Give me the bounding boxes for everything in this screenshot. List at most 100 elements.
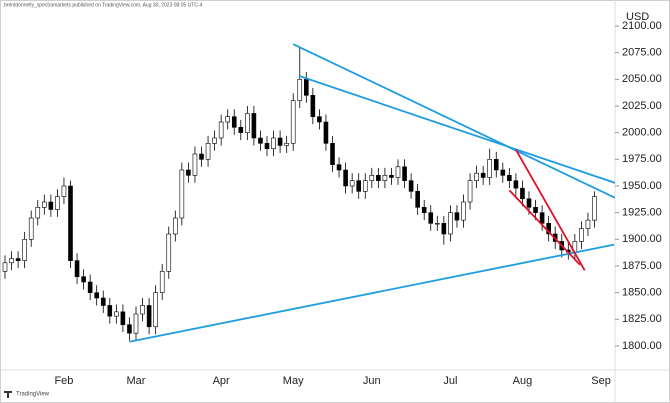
candle-body	[382, 175, 388, 181]
candle-body	[284, 143, 289, 146]
candle-body	[107, 305, 113, 317]
x-tick-label: Sep	[591, 375, 611, 387]
plot-area	[2, 43, 615, 343]
x-tick-label: Aug	[513, 375, 533, 387]
candle-body	[303, 79, 309, 96]
candle-body	[238, 127, 244, 133]
candle-body	[277, 137, 283, 146]
candle-body	[271, 137, 276, 149]
candle-body	[251, 113, 257, 139]
candle-body	[513, 180, 519, 189]
candle-body	[114, 311, 119, 317]
candle-body	[356, 180, 362, 192]
x-tick-label: Feb	[54, 375, 73, 387]
candle-body	[186, 169, 191, 176]
trendline	[129, 243, 615, 343]
attribution: brentdonnelly_spectramarkets published o…	[4, 2, 203, 8]
candle-body	[179, 169, 185, 219]
y-tick-label: 1825.00	[622, 313, 662, 325]
candle-body	[28, 217, 34, 240]
candle-body	[323, 121, 329, 144]
candle-body	[487, 159, 493, 178]
x-tick-label: May	[283, 375, 304, 387]
x-tick-label: Mar	[127, 375, 146, 387]
candle-body	[81, 276, 86, 283]
candle-body	[579, 228, 584, 242]
candle-body	[297, 79, 303, 101]
candle-body	[258, 137, 263, 144]
candle-body	[441, 223, 447, 235]
candle-body	[153, 292, 158, 328]
candle-body	[74, 260, 80, 277]
candle-body	[434, 223, 440, 225]
candle-body	[35, 207, 41, 219]
trendline	[508, 189, 581, 266]
candle-body	[421, 207, 427, 213]
candle-body	[448, 212, 453, 235]
candle-body	[480, 172, 486, 178]
candle-body	[369, 175, 375, 181]
candle-body	[61, 185, 67, 197]
candle-body	[461, 201, 466, 221]
candle-body	[389, 175, 394, 178]
candle-body	[205, 143, 211, 160]
candle-body	[22, 239, 27, 261]
candle-body	[192, 153, 198, 176]
trendline	[515, 149, 586, 271]
candle-body	[199, 153, 204, 160]
candle-body	[395, 166, 401, 178]
candle-body	[41, 201, 47, 208]
candle-body	[218, 121, 224, 139]
candle-body	[140, 305, 145, 315]
candle-body	[173, 217, 178, 235]
y-tick-label: 2025.00	[622, 100, 662, 112]
candle-body	[264, 143, 270, 149]
candle-body	[402, 166, 407, 181]
candle-body	[520, 187, 525, 200]
candle-body	[500, 169, 506, 176]
candle-body	[231, 116, 237, 128]
candle-body	[415, 191, 420, 208]
logo-icon	[4, 391, 12, 398]
x-tick-label: Apr	[213, 375, 230, 387]
candle-body	[493, 159, 499, 171]
y-tick-label: 2000.00	[622, 127, 662, 139]
y-tick-label: 1975.00	[622, 153, 662, 165]
candle-body	[349, 180, 355, 187]
watermark: TradingView	[16, 392, 50, 398]
candle-body	[159, 271, 165, 293]
candle-body	[336, 164, 342, 171]
candle-body	[585, 219, 591, 229]
candle-body	[225, 116, 230, 123]
x-tick-label: Jul	[443, 375, 457, 387]
candle-body	[9, 258, 14, 264]
candle-body	[454, 212, 460, 221]
y-tick-label: 1950.00	[622, 180, 662, 192]
candle-body	[526, 198, 532, 208]
candle-body	[245, 113, 250, 133]
candle-body	[467, 180, 473, 203]
x-tick-label: Jun	[363, 375, 381, 387]
candle-body	[48, 201, 54, 210]
candle-body	[376, 175, 381, 181]
candle-body	[474, 172, 479, 181]
candle-body	[428, 212, 434, 224]
y-tick-label: 1875.00	[622, 260, 662, 272]
candle-body	[68, 185, 73, 261]
candle-body	[290, 100, 296, 144]
candle-body	[408, 180, 414, 192]
candle-body	[94, 292, 99, 299]
y-tick-label: 1925.00	[622, 207, 662, 219]
candle-body	[212, 137, 217, 144]
candle-body	[539, 212, 545, 224]
candle-body	[317, 116, 322, 123]
candle-body	[127, 324, 132, 334]
candle-body	[87, 281, 93, 293]
candle-body	[343, 169, 348, 187]
y-tick-label: 2100.00	[622, 20, 662, 32]
candle-body	[55, 196, 60, 210]
y-tick-label: 1900.00	[622, 233, 662, 245]
candle-body	[100, 297, 106, 306]
candle-body	[166, 233, 172, 272]
